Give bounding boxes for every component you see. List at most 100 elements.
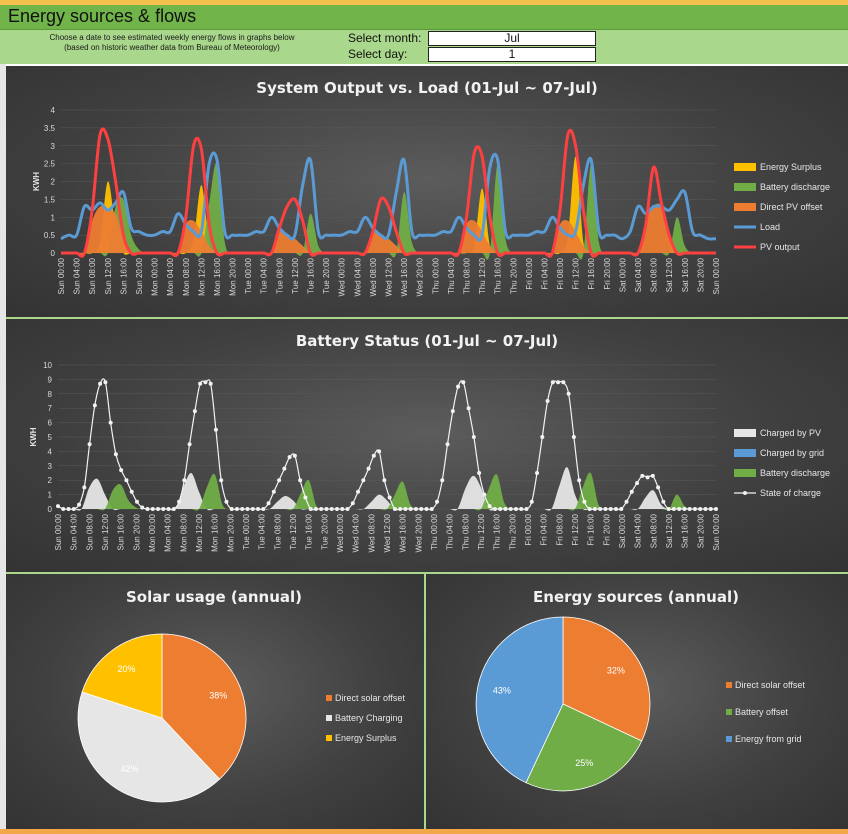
soc-point — [77, 502, 82, 507]
y-tick-label: 1 — [48, 491, 53, 500]
soc-point — [287, 455, 292, 460]
soc-point — [577, 478, 582, 483]
soc-point — [661, 499, 666, 504]
x-tick-label: Sat 00:00 — [618, 257, 627, 292]
x-tick-label: Sun 20:00 — [132, 513, 141, 550]
soc-point — [524, 507, 529, 511]
y-tick-label: 2.5 — [44, 160, 56, 169]
legend-label-battery-charging: Battery Charging — [335, 713, 403, 723]
x-tick-label: Fri 08:00 — [556, 257, 565, 289]
soc-point — [692, 507, 697, 511]
x-tick-label: Thu 08:00 — [462, 257, 471, 294]
soc-point — [419, 507, 424, 511]
x-tick-label: Sat 16:00 — [681, 513, 690, 548]
x-tick-label: Mon 08:00 — [179, 513, 188, 551]
energy-sources-chart-panel: Energy sources (annual) 32% 25% 43% Direct s… — [426, 574, 848, 829]
soc-point — [461, 380, 466, 385]
soc-point — [113, 452, 118, 457]
x-tick-label: Wed 12:00 — [385, 257, 394, 296]
soc-point — [82, 485, 87, 490]
x-tick-label: Thu 00:00 — [430, 513, 439, 550]
x-tick-label: Wed 04:00 — [353, 257, 362, 296]
soc-point — [487, 504, 492, 509]
x-tick-label: Fri 16:00 — [587, 513, 596, 545]
soc-point — [108, 420, 113, 425]
y-tick-label: 0.5 — [44, 231, 56, 240]
x-tick-label: Wed 08:00 — [369, 257, 378, 296]
select-day-input[interactable]: 1 — [428, 47, 596, 62]
soc-point — [466, 406, 471, 411]
soc-point — [366, 466, 371, 471]
soc-point — [282, 466, 287, 471]
x-tick-label: Sat 12:00 — [665, 257, 674, 292]
pie-slice-energy-surplus — [81, 633, 163, 719]
legend-label-energy-surplus: Energy Surplus — [335, 733, 397, 743]
chart-title: Solar usage (annual) — [126, 588, 302, 606]
date-selector-bar: Choose a date to see estimated weekly en… — [0, 30, 848, 64]
divider — [6, 572, 848, 574]
pie-slice-battery-offset — [525, 703, 643, 792]
soc-point — [603, 507, 608, 511]
soc-point — [256, 507, 261, 511]
soc-point — [119, 468, 124, 473]
soc-point — [250, 507, 255, 511]
x-tick-label: Fri 20:00 — [603, 257, 612, 289]
legend-marker — [743, 491, 747, 495]
soc-point — [177, 499, 182, 504]
x-tick-label: Wed 20:00 — [414, 513, 423, 552]
soc-point — [371, 453, 376, 458]
soc-point — [398, 507, 403, 511]
select-month-input[interactable]: Jul — [428, 31, 596, 46]
soc-point — [156, 507, 161, 511]
soc-point — [413, 507, 418, 511]
chart-title: Energy sources (annual) — [533, 588, 739, 606]
left-gutter — [0, 64, 6, 834]
soc-point — [561, 380, 566, 385]
x-tick-label: Sun 08:00 — [88, 257, 97, 294]
select-day-label: Select day: — [348, 47, 408, 61]
y-tick-label: 1.5 — [44, 195, 56, 204]
legend-swatch-energy-surplus — [734, 163, 756, 171]
legend-label-battery-discharge: Battery discharge — [760, 468, 830, 478]
x-tick-label: Mon 12:00 — [197, 257, 206, 295]
x-tick-label: Thu 12:00 — [477, 513, 486, 550]
x-tick-label: Tue 00:00 — [244, 257, 253, 293]
soc-point — [182, 478, 187, 483]
soc-point — [71, 507, 76, 511]
soc-point — [308, 507, 313, 511]
soc-point — [103, 380, 108, 385]
series-area-battery-discharge — [58, 472, 716, 511]
legend-swatch-direct-solar-offset — [326, 695, 332, 701]
divider — [424, 574, 426, 829]
soc-point — [671, 507, 676, 511]
pie-data-label: 42% — [121, 764, 139, 774]
soc-point — [645, 475, 650, 480]
soc-point — [266, 501, 271, 506]
series-line-state-of-charge — [57, 378, 716, 511]
y-tick-label: 2 — [48, 476, 53, 485]
x-tick-label: Tue 04:00 — [258, 513, 267, 549]
soc-point — [471, 435, 476, 439]
y-tick-label: 10 — [43, 361, 52, 370]
x-tick-label: Fri 00:00 — [525, 257, 534, 289]
x-tick-label: Tue 08:00 — [275, 257, 284, 293]
soc-point — [219, 478, 224, 483]
x-tick-label: Sat 20:00 — [696, 513, 705, 548]
soc-point — [161, 507, 166, 511]
soc-point — [192, 409, 197, 414]
soc-point — [129, 489, 134, 494]
x-tick-label: Wed 00:00 — [338, 257, 347, 296]
soc-point — [203, 380, 208, 385]
series-line-pv-output — [60, 127, 717, 258]
legend-swatch-energy-surplus — [326, 735, 332, 741]
soc-point — [587, 507, 592, 511]
pie-slice-energy-from-grid — [475, 616, 564, 784]
soc-point — [698, 507, 703, 511]
soc-point — [382, 478, 387, 483]
soc-point — [535, 471, 540, 475]
y-axis-title: KWH — [29, 427, 38, 446]
legend-label-charged-by-pv: Charged by PV — [760, 428, 821, 438]
soc-point — [529, 499, 534, 504]
soc-point — [492, 507, 497, 511]
soc-point — [440, 478, 445, 483]
